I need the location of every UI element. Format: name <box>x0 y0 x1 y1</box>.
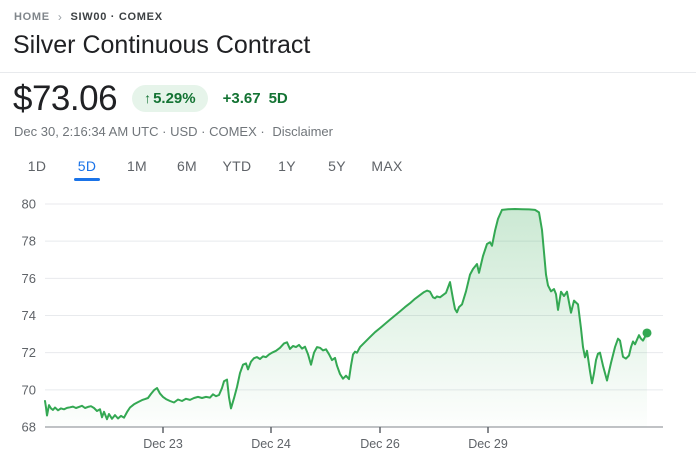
percent-change-badge: ↑ 5.29% <box>132 84 208 112</box>
y-axis-label: 74 <box>22 308 36 323</box>
percent-change-value: 5.29% <box>153 89 196 107</box>
chevron-right-icon: › <box>57 10 63 24</box>
range-label: 5D <box>268 89 288 107</box>
tab-5d[interactable]: 5D <box>62 152 112 181</box>
price-chart[interactable]: 68 70 72 74 76 78 80 Dec 23 Dec 24 Dec 26 Dec 29 <box>0 189 696 466</box>
x-axis-label: Dec 29 <box>468 437 508 451</box>
up-arrow-icon: ↑ <box>144 90 152 107</box>
page-title: Silver Continuous Contract <box>13 31 311 59</box>
y-axis-label: 80 <box>22 196 36 211</box>
y-axis-label: 68 <box>22 419 36 434</box>
breadcrumb: HOME › SIW00 · COMEX <box>0 0 696 24</box>
quote-timestamp: Dec 30, 2:16:34 AM UTC · USD · COMEX · <box>14 123 265 139</box>
quote-meta: Dec 30, 2:16:34 AM UTC · USD · COMEX · D… <box>14 124 696 139</box>
y-axis-label: 70 <box>22 382 36 397</box>
current-price: $73.06 <box>13 78 118 118</box>
tab-ytd[interactable]: YTD <box>212 152 262 181</box>
tab-5y[interactable]: 5Y <box>312 152 362 181</box>
chart-area: 68 70 72 74 76 78 80 Dec 23 Dec 24 Dec 26 Dec 29 <box>0 189 696 466</box>
quote-row: $73.06 ↑ 5.29% +3.67 5D <box>13 81 696 116</box>
y-axis-label: 78 <box>22 233 36 248</box>
tab-1y[interactable]: 1Y <box>262 152 312 181</box>
last-price-dot <box>642 328 652 338</box>
header-divider <box>0 71 696 73</box>
tab-1m[interactable]: 1M <box>112 152 162 181</box>
breadcrumb-home-link[interactable]: HOME <box>14 11 50 23</box>
tab-max[interactable]: MAX <box>362 152 412 181</box>
x-axis-label: Dec 24 <box>251 437 291 451</box>
tab-6m[interactable]: 6M <box>162 152 212 181</box>
x-axis-label: Dec 26 <box>360 437 400 451</box>
tab-1d[interactable]: 1D <box>12 152 62 181</box>
y-axis-label: 76 <box>22 271 36 286</box>
time-range-tabs: 1D 5D 1M 6M YTD 1Y 5Y MAX <box>12 152 696 181</box>
y-axis-label: 72 <box>22 345 36 360</box>
price-line <box>44 207 648 420</box>
price-area <box>45 208 647 427</box>
disclaimer-link[interactable]: Disclaimer <box>272 123 333 139</box>
absolute-change: +3.67 5D <box>223 90 288 107</box>
breadcrumb-symbol: SIW00 · COMEX <box>70 11 163 23</box>
absolute-change-value: +3.67 <box>222 89 261 107</box>
x-axis-label: Dec 23 <box>143 437 183 451</box>
